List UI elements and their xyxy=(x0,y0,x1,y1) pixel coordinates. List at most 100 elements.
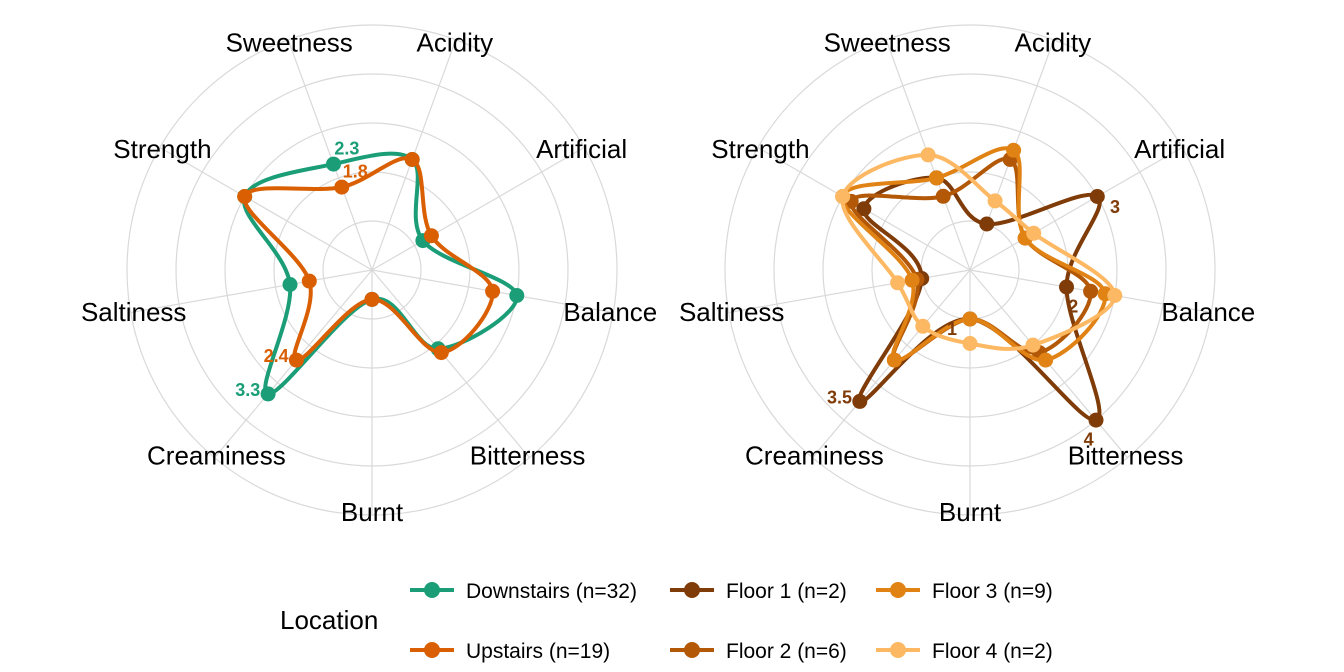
axis-label-strength: Strength xyxy=(711,134,809,164)
point-strength xyxy=(856,201,872,217)
legend-label: Upstairs (n=19) xyxy=(466,640,610,663)
point-acidity xyxy=(979,216,995,232)
point-creaminess xyxy=(886,352,902,368)
radar-panel-location-overall: Acidity Artificial Balance Bitterness Burnt C… xyxy=(81,24,657,527)
series-floor-1-n-2 xyxy=(852,170,1105,428)
point-sweetness xyxy=(334,179,350,195)
value-label: 1 xyxy=(947,319,957,339)
point-balance xyxy=(509,288,525,303)
spoke-saltiness xyxy=(728,269,971,314)
axis-label-burnt: Burnt xyxy=(341,497,404,527)
spoke-strength xyxy=(159,146,373,271)
legend-key-point xyxy=(424,582,440,598)
point-acidity xyxy=(404,152,420,167)
value-label: 4 xyxy=(1084,429,1094,449)
series-line xyxy=(840,146,1108,363)
series-floor-4-n-2 xyxy=(835,147,1123,353)
radar-panel-floors: Acidity Artificial Balance Bitterness Burnt C… xyxy=(679,24,1255,527)
axis-label-acidity: Acidity xyxy=(1015,28,1092,58)
point-burnt xyxy=(364,291,380,307)
point-artificial xyxy=(423,228,439,244)
legend: Location Downstairs (n=32) Upstairs (n=19… xyxy=(280,580,1053,663)
spoke-saltiness xyxy=(130,269,373,314)
point-artificial xyxy=(1026,225,1042,241)
legend-item-floor-4-n-2: Floor 4 (n=2) xyxy=(876,640,1053,663)
axis-label-burnt: Burnt xyxy=(939,497,1002,527)
point-saltiness xyxy=(301,273,317,289)
point-creaminess xyxy=(288,352,304,368)
point-artificial xyxy=(1089,189,1105,204)
series-line xyxy=(242,151,519,396)
axis-label-bitterness: Bitterness xyxy=(470,440,586,470)
point-creaminess xyxy=(260,386,276,402)
legend-item-floor-2-n-6: Floor 2 (n=6) xyxy=(670,640,847,663)
legend-key-point xyxy=(684,582,700,598)
axis-label-sweetness: Sweetness xyxy=(226,28,353,58)
point-acidity xyxy=(1006,142,1022,158)
point-balance xyxy=(1059,279,1074,295)
point-acidity xyxy=(987,193,1003,209)
legend-key-point xyxy=(424,642,440,658)
point-saltiness xyxy=(904,272,920,288)
legend-label: Downstairs (n=32) xyxy=(466,580,637,603)
point-sweetness xyxy=(929,170,944,186)
legend-label: Floor 2 (n=6) xyxy=(726,640,847,663)
spoke-artificial xyxy=(371,146,585,271)
axis-label-artificial: Artificial xyxy=(1134,134,1225,164)
spoke-sweetness xyxy=(287,39,373,271)
value-label: 1.8 xyxy=(343,162,368,182)
axis-label-balance: Balance xyxy=(1161,297,1255,327)
legend-label: Floor 1 (n=2) xyxy=(726,580,847,603)
point-bitterness xyxy=(1038,352,1054,368)
axis-label-saltiness: Saltiness xyxy=(679,297,785,327)
radar-grid xyxy=(126,24,618,516)
spoke-bitterness xyxy=(371,269,530,459)
point-balance xyxy=(1107,288,1123,303)
axis-label-creaminess: Creaminess xyxy=(745,440,884,470)
point-strength xyxy=(237,189,253,204)
point-burnt xyxy=(962,336,978,351)
point-creaminess xyxy=(852,393,868,409)
legend-label: Floor 3 (n=9) xyxy=(932,580,1053,603)
point-saltiness xyxy=(890,275,906,291)
legend-label: Floor 4 (n=2) xyxy=(932,640,1053,663)
axis-label-creaminess: Creaminess xyxy=(147,440,286,470)
spoke-artificial xyxy=(969,146,1183,271)
point-balance xyxy=(1083,283,1099,299)
point-burnt xyxy=(962,311,978,327)
value-label: 2 xyxy=(1068,297,1078,317)
legend-key-point xyxy=(890,642,906,658)
legend-key-point xyxy=(890,582,906,598)
legend-item-floor-1-n-2: Floor 1 (n=2) xyxy=(670,580,847,603)
axis-label-bitterness: Bitterness xyxy=(1068,440,1184,470)
value-label: 3.3 xyxy=(235,380,260,400)
value-label: 2.4 xyxy=(264,346,289,366)
legend-key-point xyxy=(684,642,700,658)
point-balance xyxy=(485,283,501,299)
point-creaminess xyxy=(915,318,931,334)
legend-item-upstairs-n-19: Upstairs (n=19) xyxy=(410,640,610,663)
point-sweetness xyxy=(326,156,341,172)
legend-title: Location xyxy=(280,605,378,635)
axis-label-sweetness: Sweetness xyxy=(824,28,951,58)
series-line xyxy=(242,156,495,363)
value-label: 2.3 xyxy=(334,139,359,159)
point-bitterness xyxy=(1025,337,1041,353)
point-sweetness xyxy=(935,188,951,204)
point-strength xyxy=(835,189,851,204)
axis-label-acidity: Acidity xyxy=(417,28,494,58)
axis-label-artificial: Artificial xyxy=(536,134,627,164)
axis-label-strength: Strength xyxy=(113,134,211,164)
legend-item-downstairs-n-32: Downstairs (n=32) xyxy=(410,580,637,603)
axis-label-saltiness: Saltiness xyxy=(81,297,187,327)
point-sweetness xyxy=(920,147,936,163)
series-line xyxy=(840,152,1117,351)
point-saltiness xyxy=(282,277,298,292)
point-bitterness xyxy=(433,345,449,361)
legend-item-floor-3-n-9: Floor 3 (n=9) xyxy=(876,580,1053,603)
axis-label-balance: Balance xyxy=(563,297,657,327)
point-bitterness xyxy=(1088,412,1104,428)
value-label: 3 xyxy=(1110,197,1120,217)
series-upstairs-n-19 xyxy=(237,152,501,368)
